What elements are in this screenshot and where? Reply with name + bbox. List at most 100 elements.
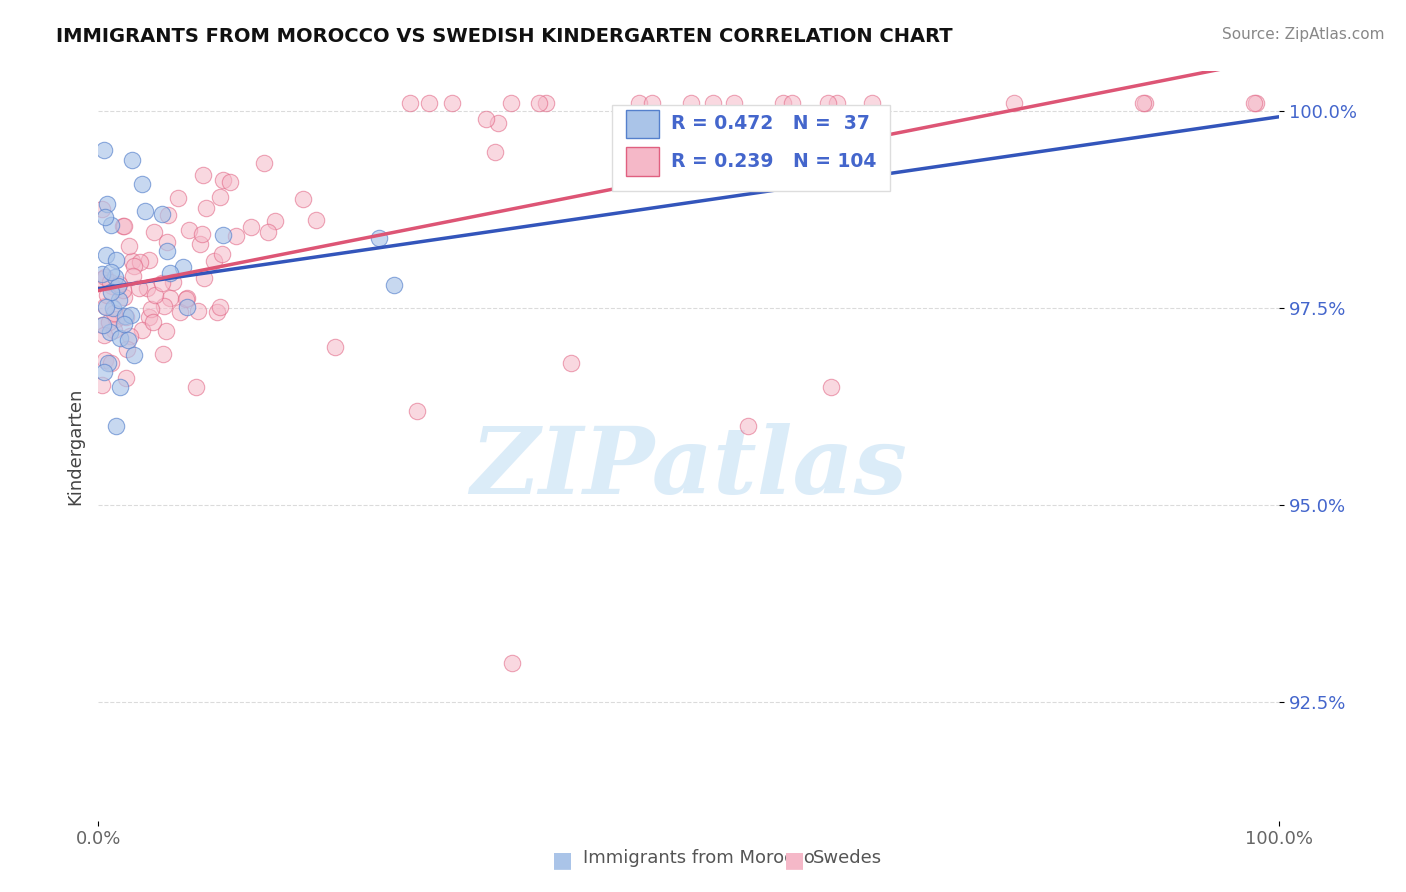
Point <box>1133 95 1156 110</box>
Point <box>122 348 145 362</box>
Point <box>527 95 550 110</box>
Point <box>117 333 139 347</box>
Point <box>91 268 114 282</box>
Point <box>91 318 114 332</box>
Point <box>96 196 118 211</box>
Point <box>118 239 141 253</box>
Point <box>191 168 214 182</box>
Point <box>94 248 117 262</box>
Text: ■: ■ <box>553 850 572 870</box>
Point <box>440 95 463 110</box>
Point <box>702 95 724 110</box>
Point <box>100 279 122 293</box>
Point <box>169 304 191 318</box>
Point <box>94 300 117 314</box>
Point <box>628 95 651 110</box>
Point <box>398 95 420 110</box>
Point <box>114 309 136 323</box>
Text: Swedes: Swedes <box>813 849 882 867</box>
Point <box>98 315 121 329</box>
Point <box>418 95 440 110</box>
Point <box>205 305 228 319</box>
Point <box>136 281 159 295</box>
Point <box>142 225 165 239</box>
Point <box>139 301 162 316</box>
Point <box>105 311 128 326</box>
Point <box>112 317 135 331</box>
Point <box>194 201 217 215</box>
Point <box>1132 95 1154 110</box>
Point <box>264 213 287 227</box>
Point <box>825 95 848 110</box>
Point <box>150 207 173 221</box>
Point <box>114 310 136 324</box>
Point <box>128 254 150 268</box>
Point <box>128 281 150 295</box>
Point <box>155 324 177 338</box>
Point <box>91 318 114 332</box>
Point <box>208 300 231 314</box>
Point <box>305 213 328 227</box>
Point <box>191 227 214 241</box>
Point <box>475 112 498 126</box>
Text: Source: ZipAtlas.com: Source: ZipAtlas.com <box>1222 27 1385 42</box>
Point <box>614 116 637 130</box>
Point <box>820 380 842 394</box>
Point <box>368 231 391 245</box>
Point <box>188 237 211 252</box>
Point <box>193 270 215 285</box>
Point <box>115 371 138 385</box>
Point <box>100 265 122 279</box>
Point <box>105 419 128 434</box>
Point <box>723 95 745 110</box>
Point <box>187 303 209 318</box>
Point <box>225 228 247 243</box>
Point <box>93 143 115 157</box>
Point <box>108 380 131 394</box>
Point <box>93 328 115 343</box>
Point <box>103 323 125 337</box>
Point <box>292 192 315 206</box>
Point <box>94 299 117 313</box>
Point <box>112 219 135 233</box>
Point <box>96 287 118 301</box>
Point <box>176 300 198 314</box>
Point <box>218 176 240 190</box>
Point <box>122 259 145 273</box>
Point <box>211 228 233 243</box>
Point <box>212 173 235 187</box>
Point <box>91 272 114 286</box>
Point <box>860 95 883 110</box>
Point <box>202 254 225 268</box>
Point <box>1002 95 1025 110</box>
Point <box>108 293 131 308</box>
Point <box>534 95 557 110</box>
Point <box>257 225 280 239</box>
Point <box>1244 95 1267 110</box>
Point <box>143 287 166 301</box>
Point <box>108 277 131 292</box>
Point <box>167 191 190 205</box>
Point <box>159 266 181 280</box>
Point <box>252 156 274 170</box>
Point <box>177 223 200 237</box>
Point <box>772 95 794 110</box>
Y-axis label: Kindergarten: Kindergarten <box>66 387 84 505</box>
Point <box>131 178 153 192</box>
Point <box>174 292 197 306</box>
Point <box>103 306 125 320</box>
Text: ZIPatlas: ZIPatlas <box>471 424 907 514</box>
Point <box>186 380 208 394</box>
Point <box>817 95 839 110</box>
Point <box>499 95 522 110</box>
Point <box>780 95 803 110</box>
FancyBboxPatch shape <box>612 105 890 191</box>
Point <box>94 269 117 284</box>
Point <box>108 331 131 345</box>
FancyBboxPatch shape <box>626 110 659 138</box>
Point <box>118 329 141 343</box>
Point <box>209 190 232 204</box>
Point <box>382 278 405 293</box>
Point <box>162 275 184 289</box>
Point <box>115 343 138 357</box>
